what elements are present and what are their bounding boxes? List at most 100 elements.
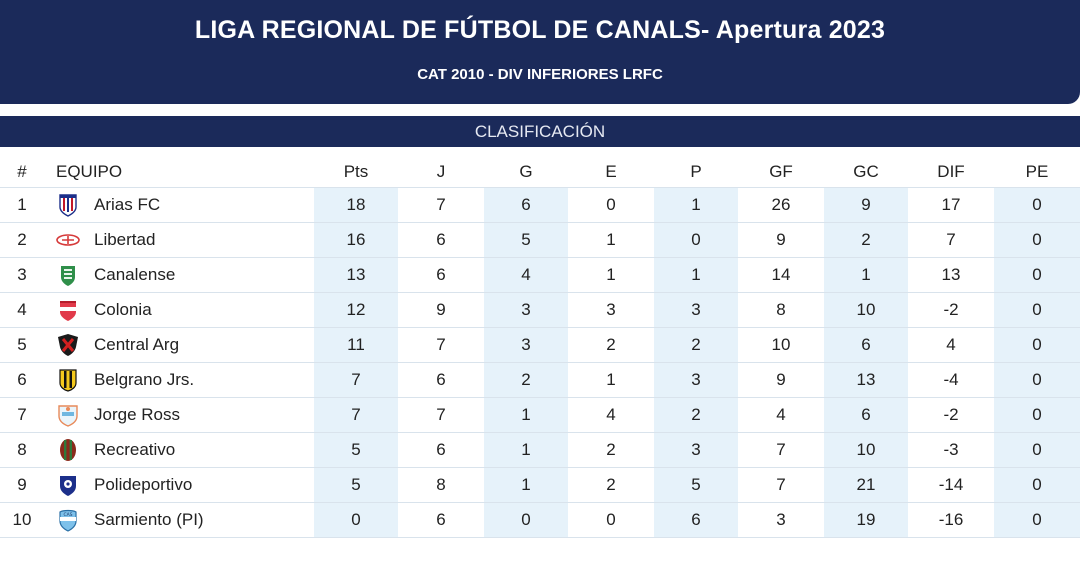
e-cell: 1 bbox=[568, 362, 654, 398]
gf-cell: 3 bbox=[738, 502, 824, 538]
dif-cell: 13 bbox=[908, 257, 994, 293]
table-row: 10 CAS Sarmiento (PI) 0 6 0 0 6 3 19 -16 0 bbox=[0, 502, 1080, 538]
polideportivo-crest-icon bbox=[56, 473, 80, 497]
position-cell: 2 bbox=[0, 222, 44, 258]
pts-cell: 7 bbox=[314, 362, 398, 398]
p-cell: 5 bbox=[654, 467, 738, 503]
p-cell: 3 bbox=[654, 292, 738, 328]
column-header-dif: DIF bbox=[937, 161, 965, 181]
dif-cell: -14 bbox=[908, 467, 994, 503]
dif-cell: -2 bbox=[908, 292, 994, 328]
table-row: 6 Belgrano Jrs. 7 6 2 1 3 9 13 -4 0 bbox=[0, 362, 1080, 398]
j-cell: 8 bbox=[398, 467, 484, 503]
gf-cell: 7 bbox=[738, 432, 824, 468]
gf-cell: 10 bbox=[738, 327, 824, 363]
gf-cell: 9 bbox=[738, 222, 824, 258]
gc-cell: 2 bbox=[824, 222, 908, 258]
team-cell: Recreativo bbox=[44, 432, 314, 468]
table-header-row: # EQUIPO Pts J G E P GF GC DIF PE bbox=[0, 156, 1080, 188]
gf-cell: 7 bbox=[738, 467, 824, 503]
pe-cell: 0 bbox=[994, 502, 1080, 538]
team-cell: Libertad bbox=[44, 222, 314, 258]
e-cell: 2 bbox=[568, 327, 654, 363]
section-title: CLASIFICACIÓN bbox=[0, 116, 1080, 147]
team-name: Libertad bbox=[94, 230, 156, 249]
svg-text:CAS: CAS bbox=[63, 512, 72, 518]
p-cell: 3 bbox=[654, 432, 738, 468]
team-name: Canalense bbox=[94, 265, 176, 284]
column-header-pts: Pts bbox=[343, 161, 369, 181]
j-cell: 6 bbox=[398, 502, 484, 538]
category-subtitle: CAT 2010 - DIV INFERIORES LRFC bbox=[417, 66, 663, 83]
e-cell: 2 bbox=[568, 432, 654, 468]
p-cell: 1 bbox=[654, 187, 738, 223]
g-cell: 1 bbox=[484, 397, 568, 433]
p-cell: 1 bbox=[654, 257, 738, 293]
team-cell: Polideportivo bbox=[44, 467, 314, 503]
position-cell: 5 bbox=[0, 327, 44, 363]
pe-cell: 0 bbox=[994, 432, 1080, 468]
pe-cell: 0 bbox=[994, 397, 1080, 433]
column-header-team: EQUIPO bbox=[56, 161, 123, 181]
team-name: Central Arg bbox=[94, 335, 180, 354]
dif-cell: 7 bbox=[908, 222, 994, 258]
p-cell: 2 bbox=[654, 327, 738, 363]
position-cell: 7 bbox=[0, 397, 44, 433]
e-cell: 2 bbox=[568, 467, 654, 503]
dif-cell: -3 bbox=[908, 432, 994, 468]
belgrano-jrs-crest-icon bbox=[56, 368, 80, 392]
g-cell: 5 bbox=[484, 222, 568, 258]
position-cell: 10 bbox=[0, 502, 44, 538]
libertad-crest-icon bbox=[56, 228, 80, 252]
gc-cell: 6 bbox=[824, 397, 908, 433]
gc-cell: 21 bbox=[824, 467, 908, 503]
g-cell: 1 bbox=[484, 467, 568, 503]
gc-cell: 1 bbox=[824, 257, 908, 293]
gf-cell: 4 bbox=[738, 397, 824, 433]
column-header-pos: # bbox=[17, 161, 27, 181]
e-cell: 3 bbox=[568, 292, 654, 328]
pts-cell: 5 bbox=[314, 432, 398, 468]
dif-cell: -4 bbox=[908, 362, 994, 398]
pts-cell: 12 bbox=[314, 292, 398, 328]
dif-cell: -2 bbox=[908, 397, 994, 433]
team-name: Sarmiento (PI) bbox=[94, 510, 204, 529]
league-title: LIGA REGIONAL DE FÚTBOL DE CANALS- Apert… bbox=[194, 16, 886, 44]
central-arg-crest-icon bbox=[56, 333, 80, 357]
team-cell: Jorge Ross bbox=[44, 397, 314, 433]
g-cell: 3 bbox=[484, 327, 568, 363]
column-header-g: G bbox=[519, 161, 533, 181]
standings-table: # EQUIPO Pts J G E P GF GC DIF PE 1 Arias… bbox=[0, 156, 1080, 538]
j-cell: 6 bbox=[398, 257, 484, 293]
j-cell: 6 bbox=[398, 432, 484, 468]
recreativo-crest-icon bbox=[56, 438, 80, 462]
pts-cell: 11 bbox=[314, 327, 398, 363]
g-cell: 2 bbox=[484, 362, 568, 398]
table-row: 3 Canalense 13 6 4 1 1 14 1 13 0 bbox=[0, 257, 1080, 293]
team-cell: Belgrano Jrs. bbox=[44, 362, 314, 398]
position-cell: 3 bbox=[0, 257, 44, 293]
pe-cell: 0 bbox=[994, 187, 1080, 223]
g-cell: 6 bbox=[484, 187, 568, 223]
table-row: 1 Arias FC 18 7 6 0 1 26 9 17 0 bbox=[0, 187, 1080, 223]
team-cell: CAS Sarmiento (PI) bbox=[44, 502, 314, 538]
g-cell: 0 bbox=[484, 502, 568, 538]
table-row: 2 Libertad 16 6 5 1 0 9 2 7 0 bbox=[0, 222, 1080, 258]
dif-cell: 4 bbox=[908, 327, 994, 363]
position-cell: 4 bbox=[0, 292, 44, 328]
column-header-gc: GC bbox=[853, 161, 879, 181]
j-cell: 6 bbox=[398, 362, 484, 398]
pe-cell: 0 bbox=[994, 257, 1080, 293]
team-cell: Arias FC bbox=[44, 187, 314, 223]
pts-cell: 18 bbox=[314, 187, 398, 223]
g-cell: 3 bbox=[484, 292, 568, 328]
j-cell: 7 bbox=[398, 327, 484, 363]
team-name: Recreativo bbox=[94, 440, 176, 459]
p-cell: 6 bbox=[654, 502, 738, 538]
colonia-crest-icon bbox=[56, 298, 80, 322]
g-cell: 4 bbox=[484, 257, 568, 293]
gf-cell: 14 bbox=[738, 257, 824, 293]
pts-cell: 7 bbox=[314, 397, 398, 433]
table-row: 7 Jorge Ross 7 7 1 4 2 4 6 -2 0 bbox=[0, 397, 1080, 433]
pe-cell: 0 bbox=[994, 327, 1080, 363]
